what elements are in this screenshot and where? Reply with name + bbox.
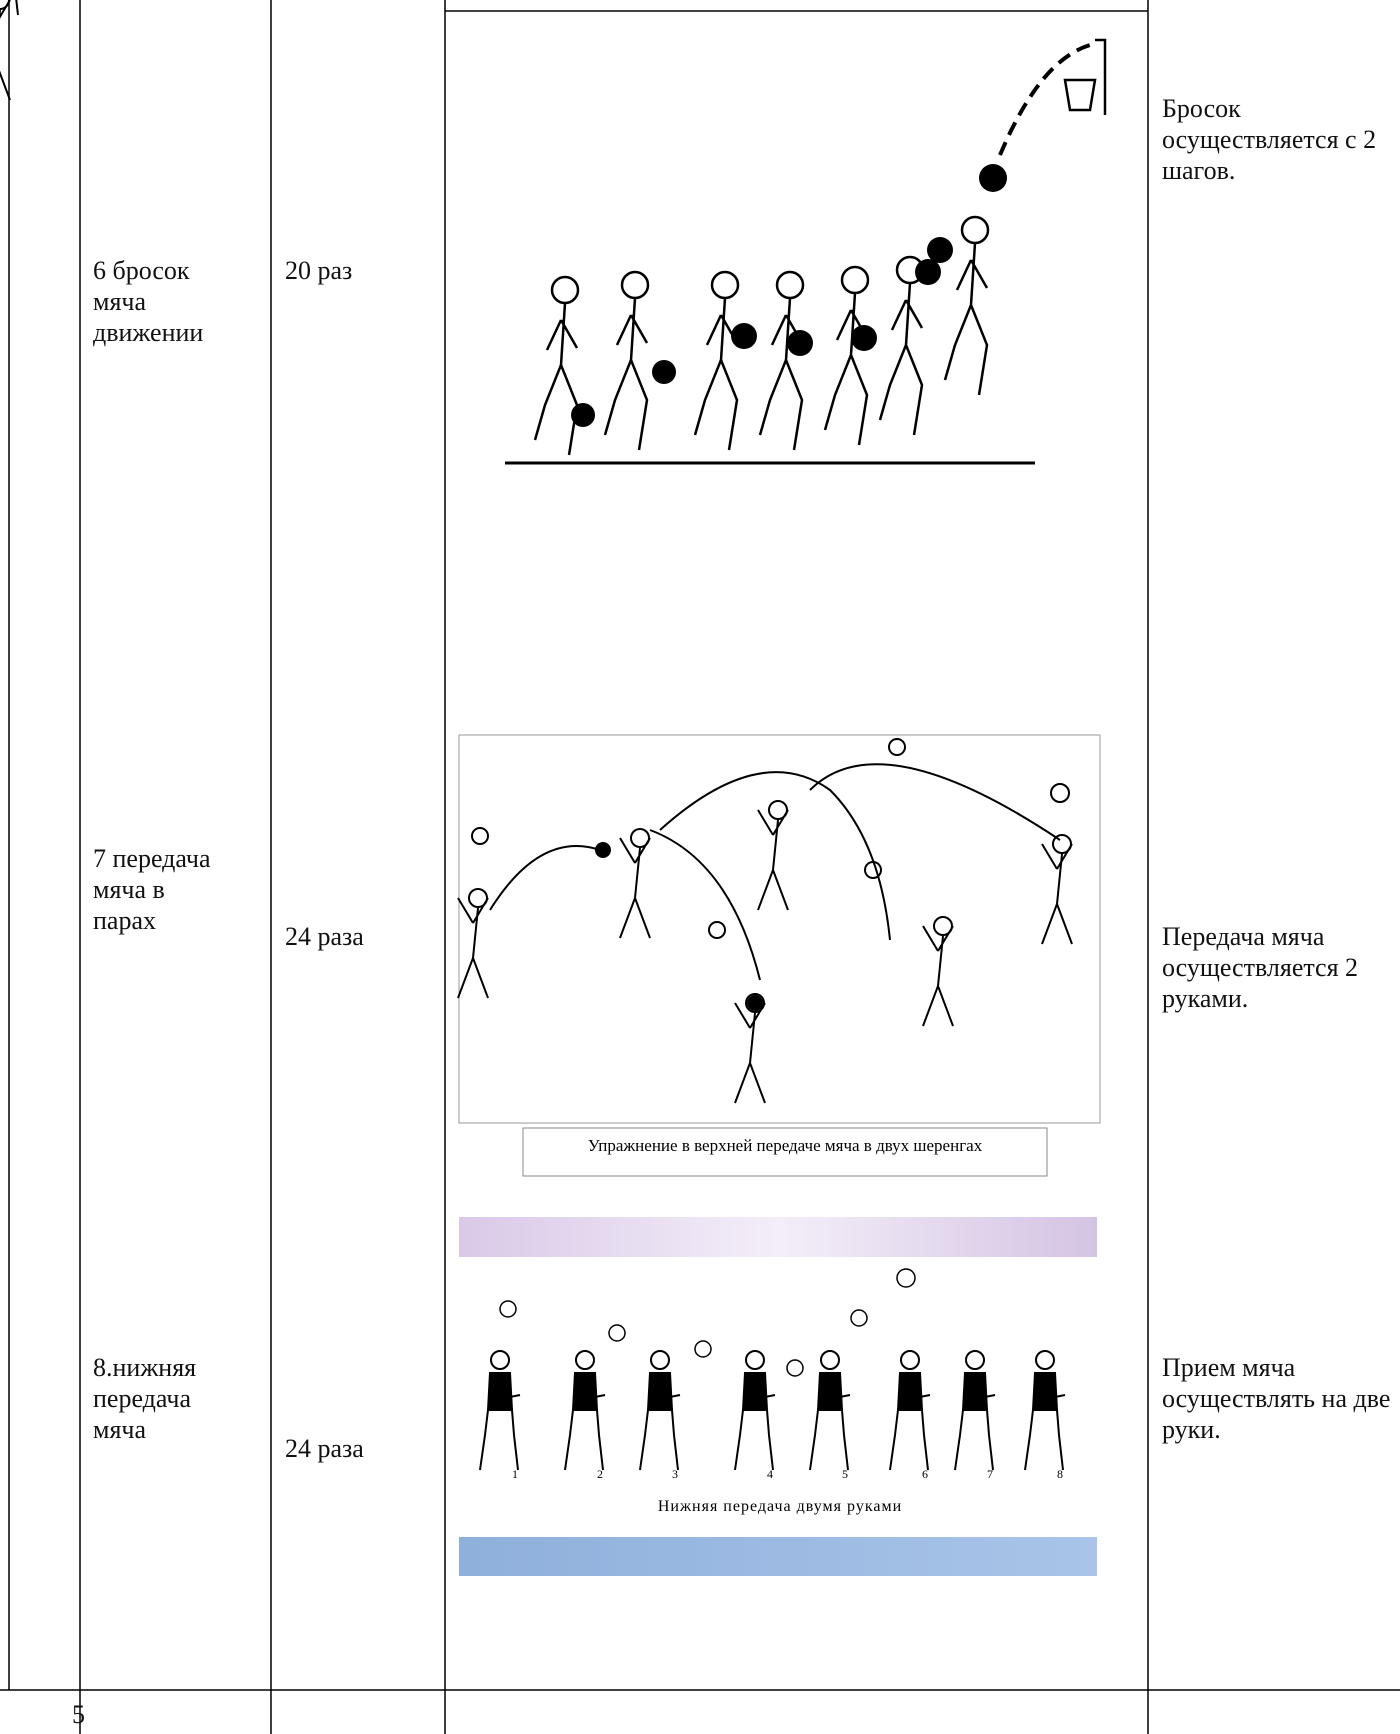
row-number: 5 (72, 1700, 85, 1729)
underhand-pass-illustration: 1 2 3 4 5 6 7 8 Нижняя передача двумя руками (15, 0, 1097, 1576)
exercise-name: 8.нижняя передача мяча (93, 1353, 197, 1444)
dosage: 24 раза (285, 1434, 364, 1463)
note: Передача мяча осуществляется 2 руками. (1162, 922, 1359, 1013)
figure-number: 5 (842, 1467, 848, 1481)
figure-number: 3 (672, 1467, 678, 1481)
layup-illustration (505, 38, 1107, 465)
figure-number: 1 (512, 1467, 518, 1481)
figure-caption: Нижняя передача двумя руками (658, 1498, 902, 1515)
exercise-name: 6 бросок мяча движении (93, 256, 204, 347)
figure-number: 6 (922, 1467, 928, 1481)
figure-number: 4 (767, 1467, 773, 1481)
figure-number: 8 (1057, 1467, 1063, 1481)
figure-number: 2 (597, 1467, 603, 1481)
exercise-name: 7 передача мяча в парах (93, 844, 211, 935)
figure-caption: Упражнение в верхней передаче мяча в дву… (588, 1136, 983, 1155)
dosage: 20 раз (285, 256, 353, 285)
note: Бросок осуществляется с 2 шагов. (1162, 94, 1377, 185)
overhead-pass-illustration: Упражнение в верхней передаче мяча в дву… (0, 0, 1101, 1177)
dosage: 24 раза (285, 922, 364, 951)
note: Прием мяча осуществлять на две руки. (1162, 1353, 1391, 1444)
figure-number: 7 (987, 1467, 993, 1481)
